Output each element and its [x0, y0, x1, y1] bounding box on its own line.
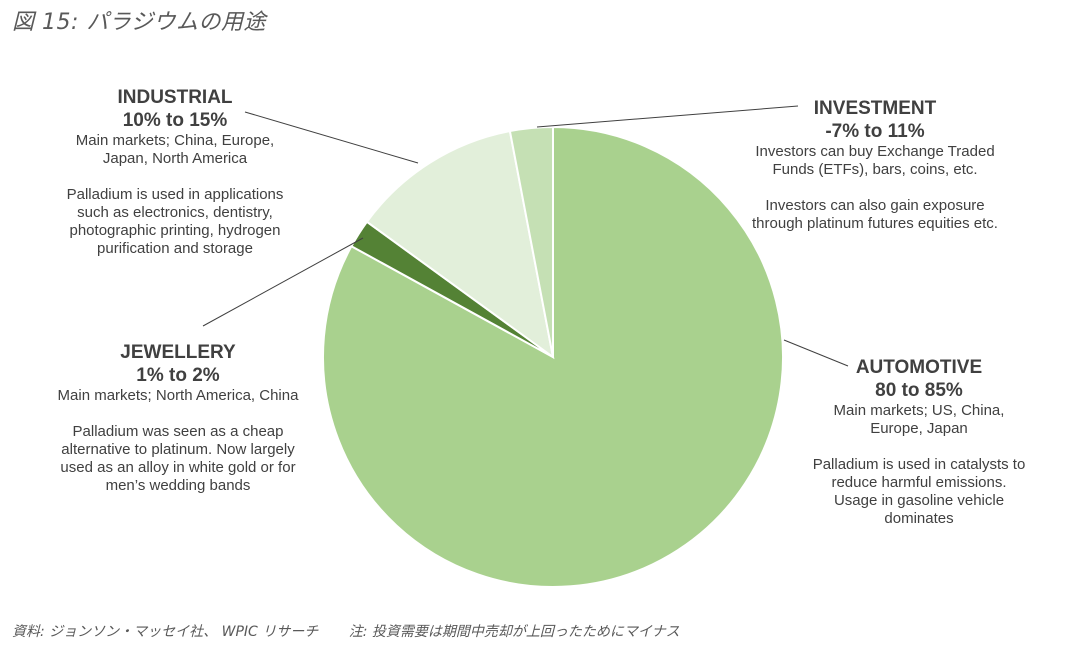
investment-text-1: Investors can buy Exchange Traded	[755, 143, 995, 160]
label-industrial: INDUSTRIAL 10% to 15% Main markets; Chin…	[40, 86, 310, 258]
source-note: 資料: ジョンソン・マッセイ社、 WPIC リサーチ	[12, 624, 319, 640]
label-automotive: AUTOMOTIVE 80 to 85% Main markets; US, C…	[794, 356, 1044, 528]
industrial-range: 10% to 15%	[122, 110, 228, 131]
investment-text-4: through platinum futures equities etc.	[752, 215, 998, 232]
industrial-name: INDUSTRIAL	[117, 87, 233, 108]
investment-name: INVESTMENT	[813, 98, 937, 119]
label-jewellery: JEWELLERY 1% to 2% Main markets; North A…	[42, 341, 314, 495]
label-investment: INVESTMENT -7% to 11% Investors can buy …	[730, 97, 1020, 233]
leader-line-investment	[536, 105, 799, 128]
industrial-text-3: Palladium is used in applications	[66, 186, 284, 203]
pie-slice-investment	[508, 125, 554, 358]
automotive-text-1: Main markets; US, China,	[833, 402, 1005, 419]
figure-footer: 資料: ジョンソン・マッセイ社、 WPIC リサーチ 注: 投資需要は期間中売却…	[12, 621, 680, 641]
automotive-text-4: reduce harmful emissions.	[831, 474, 1007, 491]
industrial-text-4: such as electronics, dentistry,	[77, 204, 273, 221]
automotive-range: 80 to 85%	[875, 380, 963, 401]
industrial-text-1: Main markets; China, Europe,	[75, 132, 275, 149]
jewellery-text-4: used as an alloy in white gold or for	[60, 459, 296, 476]
investment-text-3: Investors can also gain exposure	[765, 197, 985, 214]
automotive-text-6: dominates	[884, 510, 954, 527]
industrial-text-5: photographic printing, hydrogen	[69, 222, 281, 239]
leader-line-automotive	[783, 339, 849, 367]
automotive-text-5: Usage in gasoline vehicle	[833, 492, 1005, 509]
jewellery-name: JEWELLERY	[120, 342, 236, 363]
jewellery-range: 1% to 2%	[136, 365, 220, 386]
investment-note: 注: 投資需要は期間中売却が上回ったためにマイナス	[348, 624, 680, 640]
automotive-text-2: Europe, Japan	[870, 420, 968, 437]
investment-range: -7% to 11%	[825, 121, 925, 142]
jewellery-text-2: Palladium was seen as a cheap	[72, 423, 284, 440]
jewellery-text-3: alternative to platinum. Now largely	[61, 441, 295, 458]
industrial-text-6: purification and storage	[97, 240, 253, 257]
leader-line-industrial	[244, 111, 419, 164]
industrial-text-2: Japan, North America	[102, 150, 248, 167]
jewellery-text-1: Main markets; North America, China	[57, 387, 299, 404]
jewellery-text-5: men’s wedding bands	[105, 477, 251, 494]
investment-text-2: Funds (ETFs), bars, coins, etc.	[772, 161, 978, 178]
automotive-text-3: Palladium is used in catalysts to	[812, 456, 1026, 473]
pie-slice-industrial	[365, 129, 555, 360]
automotive-name: AUTOMOTIVE	[855, 357, 983, 378]
leader-line-jewellery	[202, 237, 364, 327]
figure-title: 図 15: パラジウムの用途	[12, 10, 266, 35]
